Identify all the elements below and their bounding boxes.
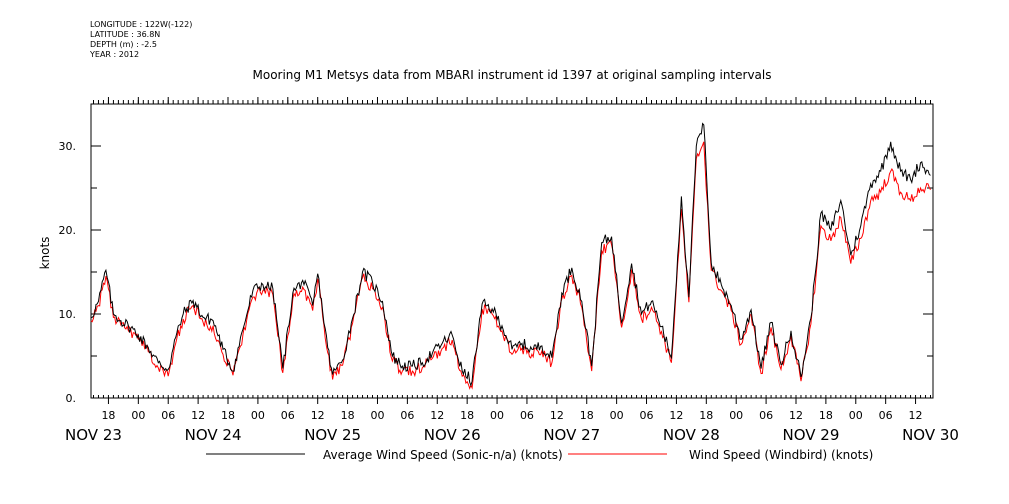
x-tick-label: 06 (400, 409, 414, 422)
x-tick-label: 12 (909, 409, 923, 422)
y-tick-label: 30. (59, 140, 77, 153)
x-tick-label: 18 (341, 409, 355, 422)
depth-text: DEPTH (m) : -2.5 (90, 40, 157, 49)
x-day-label: NOV 23 (65, 426, 122, 444)
x-tick-label: 00 (251, 409, 265, 422)
x-tick-label: 06 (759, 409, 773, 422)
x-tick-label: 18 (221, 409, 235, 422)
x-tick-label: 18 (460, 409, 474, 422)
x-day-label: NOV 27 (543, 426, 600, 444)
x-day-label: NOV 25 (304, 426, 361, 444)
x-tick-label: 18 (819, 409, 833, 422)
legend-label-windbird-wind-speed: Wind Speed (Windbird) (knots) (689, 448, 873, 462)
x-tick-label: 00 (849, 409, 863, 422)
latitude-text: LATITUDE : 36.8N (90, 30, 161, 39)
x-tick-label: 00 (490, 409, 504, 422)
legend-label-average-wind-speed: Average Wind Speed (Sonic-n/a) (knots) (323, 448, 563, 462)
year-text: YEAR : 2012 (90, 50, 140, 59)
metadata-block: LONGITUDE : 122W(-122) LATITUDE : 36.8N … (90, 20, 192, 60)
x-day-label: NOV 26 (424, 426, 481, 444)
x-tick-label: 06 (640, 409, 654, 422)
x-tick-label: 12 (789, 409, 803, 422)
x-tick-label: 12 (550, 409, 564, 422)
x-tick-label: 00 (610, 409, 624, 422)
x-tick-label: 18 (580, 409, 594, 422)
x-tick-label: 12 (191, 409, 205, 422)
x-day-label: NOV 24 (185, 426, 242, 444)
x-tick-label: 12 (430, 409, 444, 422)
plot-axes: 18 00 06 12 18 00 06 12 18 00 06 12 18 00 06 12 18 00 06 12… (59, 97, 959, 444)
x-tick-label: 00 (131, 409, 145, 422)
x-tick-label: 06 (281, 409, 295, 422)
x-tick-label: 06 (161, 409, 175, 422)
series-layer (90, 122, 931, 390)
chart-title: Mooring M1 Metsys data from MBARI instru… (253, 68, 772, 82)
x-tick-label: 18 (101, 409, 115, 422)
y-tick-label: 0. (66, 392, 77, 405)
x-tick-label: 06 (520, 409, 534, 422)
series-line-windbird-wind-speed (90, 141, 931, 390)
x-tick-label: 06 (879, 409, 893, 422)
x-tick-label: 00 (370, 409, 384, 422)
longitude-text: LONGITUDE : 122W(-122) (90, 20, 193, 29)
y-tick-label: 20. (59, 224, 77, 237)
legend: Average Wind Speed (Sonic-n/a) (knots) Wi… (206, 448, 873, 462)
series-line-average-wind-speed (91, 122, 931, 387)
x-day-label: NOV 28 (663, 426, 720, 444)
x-tick-label: 12 (669, 409, 683, 422)
y-tick-label: 10. (59, 308, 77, 321)
x-tick-label: 00 (729, 409, 743, 422)
x-tick-label: 18 (699, 409, 713, 422)
y-axis-label: knots (38, 237, 52, 270)
x-day-label: NOV 30 (902, 426, 959, 444)
x-day-label: NOV 29 (782, 426, 839, 444)
x-tick-label: 12 (311, 409, 325, 422)
